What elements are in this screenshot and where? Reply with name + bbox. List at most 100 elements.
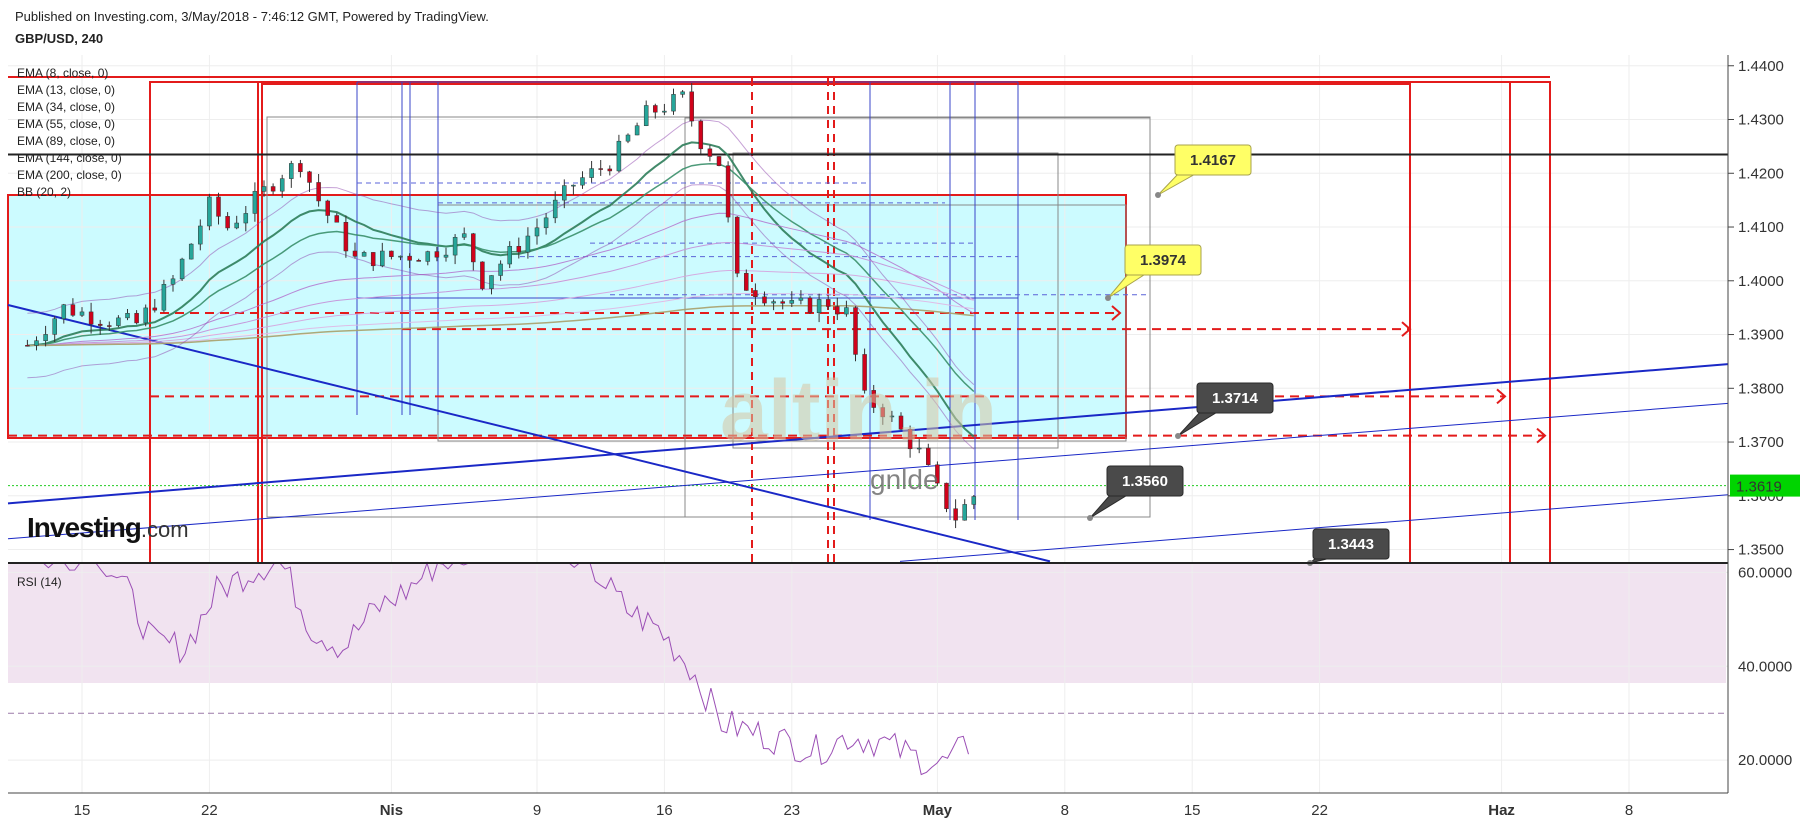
candle-body — [507, 246, 512, 265]
candle-body — [662, 110, 667, 113]
indicator-ema8[interactable]: EMA (8, close, 0) — [17, 66, 109, 80]
candle-body — [370, 252, 376, 267]
indicator-ema144[interactable]: EMA (144, close, 0) — [17, 151, 122, 165]
rsi-tick-label: 20.0000 — [1738, 752, 1792, 769]
candle-body — [398, 255, 403, 258]
candle-body — [598, 168, 603, 170]
grid-layer — [8, 55, 1728, 793]
annotation-box — [1106, 465, 1184, 497]
candle-body — [580, 177, 585, 186]
zones-layer — [8, 195, 1726, 683]
indicator-ema34[interactable]: EMA (34, close, 0) — [17, 100, 116, 114]
candle-body — [871, 390, 876, 408]
candle-body — [489, 275, 494, 289]
symbol-title: GBP/USD, 240 — [15, 31, 104, 46]
cyan-zone — [8, 195, 1126, 438]
candle-body — [107, 325, 112, 327]
candle-body — [88, 311, 94, 325]
candle-body — [962, 504, 967, 521]
ema-line — [27, 270, 974, 346]
candle-body — [844, 307, 849, 315]
y-tick-label: 1.4000 — [1738, 273, 1784, 290]
candle-body — [625, 134, 631, 142]
candle-body — [471, 233, 476, 263]
candle-body — [352, 250, 358, 257]
red-level-arrow — [1111, 305, 1122, 321]
candle-body — [461, 233, 467, 238]
rsi-tick-label: 40.0000 — [1738, 658, 1792, 675]
gray-drawing-box — [684, 117, 1151, 518]
candle-body — [307, 171, 312, 183]
x-tick-label: 22 — [201, 802, 218, 819]
trendline-up-thin — [7, 402, 1729, 540]
annotation-label: 1.3974 — [1140, 252, 1187, 269]
y-tick-label: 1.3900 — [1738, 327, 1784, 344]
candle-body — [52, 318, 57, 335]
candle-body — [789, 300, 795, 304]
candle-body — [926, 447, 931, 466]
candle-body — [780, 301, 785, 304]
gray-drawing-box — [732, 152, 1059, 449]
candle-body — [516, 246, 522, 253]
candle-body — [289, 163, 294, 179]
y-tick-label: 1.4300 — [1738, 112, 1784, 129]
candle-body — [898, 415, 904, 430]
candle-body — [416, 260, 421, 262]
candle-body — [653, 105, 658, 113]
candle-body — [143, 307, 148, 324]
x-tick-label: Nis — [380, 802, 403, 819]
candle-body — [207, 196, 212, 227]
candle-body — [734, 216, 740, 274]
current-price-label: 1.3619 — [1736, 479, 1782, 496]
indicator-ema13[interactable]: EMA (13, close, 0) — [17, 83, 116, 97]
indicator-ema89[interactable]: EMA (89, close, 0) — [17, 134, 116, 148]
candle-body — [589, 168, 594, 178]
watermark-main: altin.in — [720, 363, 997, 459]
indicator-ema55[interactable]: EMA (55, close, 0) — [17, 117, 116, 131]
ema-line — [27, 163, 975, 393]
candle-body — [279, 178, 285, 192]
candle-body — [79, 311, 85, 316]
candle-body — [198, 225, 203, 245]
annotation-pointer — [1089, 493, 1131, 519]
candle-body — [916, 447, 922, 450]
annotation-label: 1.3443 — [1328, 536, 1374, 553]
candle-body — [634, 125, 640, 136]
trendline-low-thin — [899, 494, 1729, 562]
indicator-bb[interactable]: BB (20, 2) — [17, 185, 72, 199]
candle-body — [34, 340, 39, 346]
ema-layer — [27, 119, 975, 450]
x-tick-label: Haz — [1488, 802, 1515, 819]
indicator-ema200[interactable]: EMA (200, close, 0) — [17, 168, 122, 182]
candle-body — [907, 428, 913, 450]
trendline-down — [7, 303, 1051, 563]
annotation-label: 1.3714 — [1212, 390, 1259, 407]
candle-body — [835, 306, 840, 315]
investing-logo: Investing.com — [27, 512, 189, 544]
bb-upper — [27, 119, 975, 385]
candle-body — [334, 215, 340, 223]
candle-body — [243, 213, 249, 224]
rsi-label: RSI (14) — [17, 575, 62, 589]
candle-body — [971, 496, 977, 505]
rsi-tick-label: 60.0000 — [1738, 564, 1792, 581]
candle-body — [753, 290, 758, 298]
candle-body — [407, 255, 412, 261]
candle-body — [543, 217, 549, 229]
candle-body — [744, 272, 749, 291]
candle-body — [425, 251, 431, 262]
candles-layer — [25, 83, 977, 529]
candle-body — [607, 168, 613, 172]
candle-body — [179, 258, 185, 280]
current-price-tag — [1730, 474, 1800, 497]
candle-body — [935, 464, 940, 484]
candle-body — [643, 105, 649, 126]
annotation-pointer — [1157, 172, 1199, 196]
candle-body — [525, 235, 531, 253]
candle-body — [97, 323, 103, 326]
candle-body — [434, 251, 440, 258]
candle-body — [771, 301, 776, 304]
annotation-box — [1174, 144, 1252, 176]
candle-body — [807, 297, 813, 314]
